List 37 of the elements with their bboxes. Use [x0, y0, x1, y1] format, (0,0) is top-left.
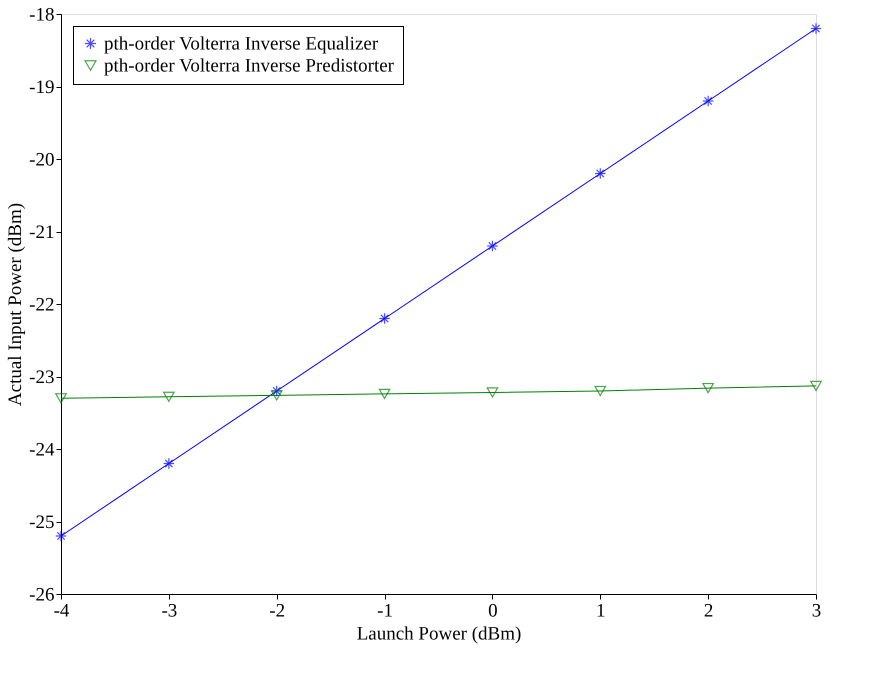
- point: [378, 388, 390, 400]
- point: [594, 386, 606, 396]
- point: [163, 392, 175, 402]
- x-tick-label: -2: [269, 600, 286, 622]
- x-tick-label: 3: [812, 600, 822, 622]
- x-tick-label: 2: [704, 600, 714, 622]
- y-axis-title: Actual Input Power (dBm): [5, 202, 26, 406]
- point: [55, 393, 67, 404]
- y-tick-label: -19: [29, 77, 54, 98]
- point: [702, 382, 714, 394]
- x-tick-label: 1: [596, 600, 606, 622]
- point: [486, 240, 498, 252]
- point: [378, 312, 390, 324]
- point: [163, 458, 175, 470]
- point: [55, 530, 67, 542]
- legend-label: pth-order Volterra Inverse Equalizer: [104, 34, 379, 54]
- y-tick-label: -24: [29, 440, 55, 460]
- y-tick-label: -22: [29, 294, 54, 316]
- x-tick-label: 0: [488, 600, 498, 622]
- y-tick-label: -25: [29, 512, 54, 533]
- point: [486, 387, 498, 398]
- point: [702, 95, 714, 107]
- y-tick-label: -21: [29, 222, 54, 243]
- y-tick-label: -20: [29, 150, 54, 170]
- y-tick-label: -18: [29, 4, 54, 26]
- x-axis-title: Launch Power (dBm): [356, 624, 522, 644]
- point: [270, 385, 283, 397]
- point: [270, 390, 283, 400]
- x-tick-label: -3: [161, 600, 178, 622]
- x-tick-label: -4: [54, 600, 70, 622]
- legend-label: pth-order Volterra Inverse Predistorter: [104, 56, 395, 76]
- y-tick-label: -26: [29, 584, 54, 606]
- point: [810, 22, 822, 34]
- point: [810, 380, 822, 392]
- point: [594, 168, 606, 180]
- y-tick-label: -23: [29, 367, 54, 388]
- x-tick-label: -1: [377, 600, 393, 622]
